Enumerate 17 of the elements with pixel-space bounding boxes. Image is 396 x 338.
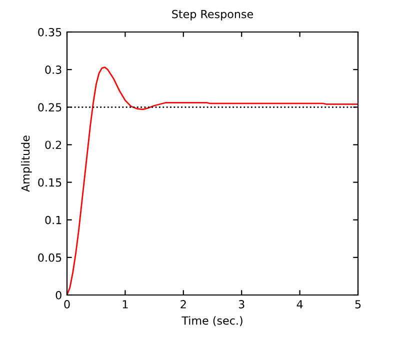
y-tick-label: 0.15 [38,178,62,187]
x-tick-label: 3 [238,300,244,308]
x-tick-label: 0 [64,300,70,308]
x-tick-label: 1 [122,300,128,308]
y-axis-title: Amplitude [21,136,32,192]
x-axis-title: Time (sec.) [182,316,242,326]
x-tick-label: 5 [355,300,361,308]
y-tick-label: 0.35 [38,28,62,36]
y-tick-label: 0.25 [38,103,62,112]
y-tick-label: 0.05 [38,253,62,262]
y-tick-label: 0.1 [45,216,62,224]
y-tick-label: 0.3 [45,66,62,74]
x-tick-label: 2 [180,300,186,308]
y-tick-label: 0 [56,290,62,300]
y-tick-label: 0.2 [45,140,62,150]
x-tick-label: 4 [296,300,303,308]
chart-title: Step Response [172,10,254,20]
